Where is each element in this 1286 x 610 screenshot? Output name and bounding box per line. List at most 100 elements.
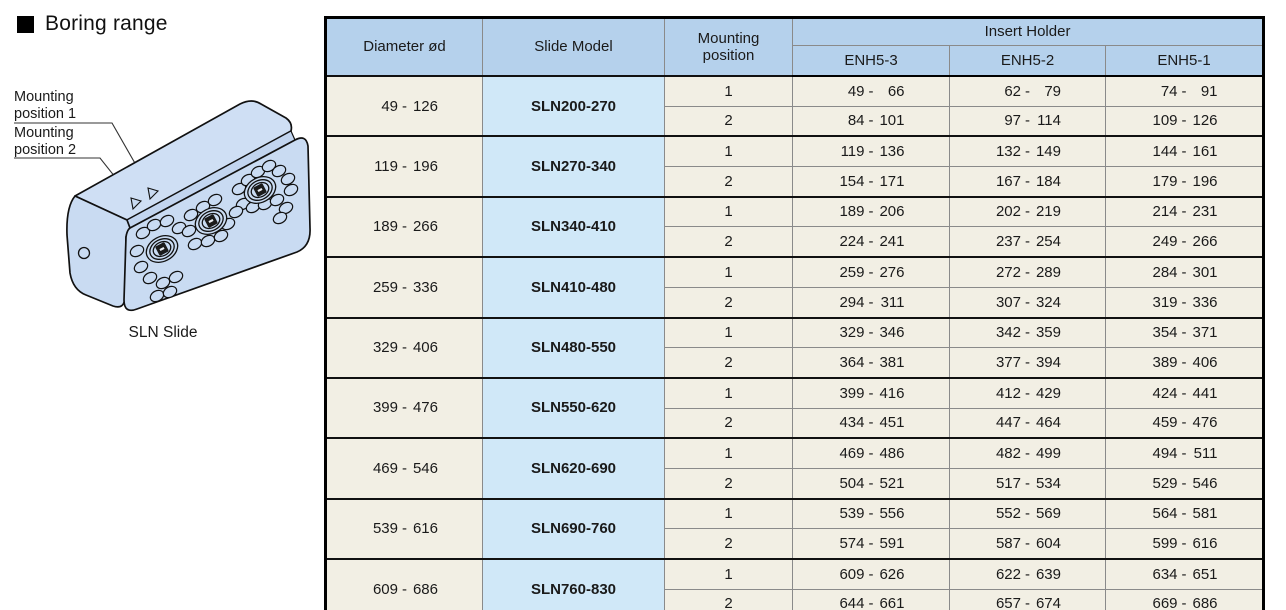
mounting-position-cell: 1 xyxy=(664,437,793,469)
range-end: 206 xyxy=(879,203,905,221)
range-end: 126 xyxy=(412,97,438,115)
range-end: 311 xyxy=(880,293,905,311)
insert-holder-range-cell: 482-499 xyxy=(949,437,1106,469)
range-start: 447 xyxy=(995,414,1021,432)
insert-pocket-icon xyxy=(145,235,179,263)
diameter-range-cell: 539-616 xyxy=(325,497,483,560)
table-row: 469-546 SLN620-690 1 469-486 482-499 494-511 xyxy=(325,437,1265,500)
table-row: 2 434-451 447-464 459-476 xyxy=(326,407,1265,439)
range-dash: - xyxy=(402,218,407,236)
range-dash: - xyxy=(1025,143,1030,161)
range-dash: - xyxy=(1181,444,1187,462)
range-dash: - xyxy=(868,474,874,492)
insert-holder-range-cell: 587-604 xyxy=(949,528,1106,560)
range-dash: - xyxy=(1025,233,1030,251)
range-start: 342 xyxy=(995,324,1021,342)
insert-holder-range-cell: 574-591 xyxy=(792,528,950,560)
insert-holder-range-cell: 272-289 xyxy=(949,256,1106,288)
range-end: 639 xyxy=(1035,565,1061,583)
insert-holder-range-cell: 517-534 xyxy=(949,467,1106,500)
section-title-text: Boring range xyxy=(45,12,168,35)
table-row: 2 154-171 167-184 179-196 xyxy=(326,166,1265,198)
insert-holder-range-cell: 342-359 xyxy=(949,316,1106,349)
range-end: 79 xyxy=(1044,82,1061,100)
table-row: 2 574-591 587-604 599-616 xyxy=(326,528,1265,560)
mounting-position-cell: 2 xyxy=(664,588,793,610)
range-dash: - xyxy=(1025,203,1030,221)
range-end: 674 xyxy=(1035,595,1061,610)
range-end: 161 xyxy=(1192,143,1218,161)
hole-icon xyxy=(261,159,277,173)
range-end: 184 xyxy=(1035,172,1061,190)
slide-model-cell: SLN200-270 xyxy=(482,74,665,137)
mounting-label-1-line1: Mounting xyxy=(14,89,74,105)
range-start: 307 xyxy=(995,293,1021,311)
insert-holder-range-cell: 132-149 xyxy=(949,135,1106,168)
range-end: 626 xyxy=(879,565,905,583)
insert-holder-range-cell: 249-266 xyxy=(1104,226,1265,258)
hole-icon xyxy=(271,164,287,178)
range-start: 644 xyxy=(839,595,865,610)
diameter-range-cell: 49-126 xyxy=(325,74,483,137)
slide-model-cell: SLN550-620 xyxy=(482,376,665,439)
col-header-insert-holder: Insert Holder xyxy=(791,17,1265,46)
table-row: 2 644-661 657-674 669-686 xyxy=(326,588,1265,610)
insert-holder-range-cell: 109-126 xyxy=(1104,105,1265,137)
mounting-position-cell: 1 xyxy=(664,557,793,590)
illustration-caption: SLN Slide xyxy=(129,324,198,341)
insert-holder-range-cell: 224-241 xyxy=(792,226,950,258)
range-dash: - xyxy=(1181,595,1187,610)
diameter-range-cell: 329-406 xyxy=(325,316,483,379)
range-end: 301 xyxy=(1192,263,1218,281)
insert-holder-range-cell: 447-464 xyxy=(949,407,1106,439)
mounting-position-cell: 2 xyxy=(664,226,793,258)
range-end: 336 xyxy=(1192,293,1218,311)
range-start: 469 xyxy=(372,459,398,477)
mounting-position-cell: 2 xyxy=(664,286,793,319)
range-end: 136 xyxy=(879,143,905,161)
range-end: 346 xyxy=(879,324,905,342)
range-start: 249 xyxy=(1152,233,1178,251)
range-start: 109 xyxy=(1152,112,1178,130)
slide-model-cell: SLN340-410 xyxy=(482,195,665,258)
range-end: 406 xyxy=(412,339,438,357)
table-row: 329-406 SLN480-550 1 329-346 342-359 354-371 xyxy=(325,316,1265,379)
slide-model-cell: SLN620-690 xyxy=(482,437,665,500)
range-end: 416 xyxy=(879,384,905,402)
range-dash: - xyxy=(868,203,874,221)
range-start: 74 xyxy=(1160,82,1178,100)
bolt-hole-pattern xyxy=(129,159,299,303)
range-end: 534 xyxy=(1035,474,1061,492)
mounting-position-cell: 1 xyxy=(664,497,793,530)
insert-holder-range-cell: 84-101 xyxy=(792,105,950,137)
diameter-range-cell: 119-196 xyxy=(325,135,483,198)
range-end: 651 xyxy=(1192,565,1218,583)
range-start: 587 xyxy=(995,535,1021,553)
range-start: 49 xyxy=(381,97,398,115)
range-end: 476 xyxy=(412,399,438,417)
range-start: 329 xyxy=(839,324,865,342)
insert-holder-range-cell: 119-136 xyxy=(792,135,950,168)
range-dash: - xyxy=(1025,474,1030,492)
mounting-position-cell: 2 xyxy=(664,105,793,137)
insert-holder-range-cell: 469-486 xyxy=(792,437,950,469)
range-dash: - xyxy=(1181,505,1187,523)
range-dash: - xyxy=(402,278,407,296)
range-end: 254 xyxy=(1035,233,1061,251)
range-end: 266 xyxy=(1192,233,1218,251)
range-start: 224 xyxy=(839,233,865,251)
range-start: 599 xyxy=(1152,535,1178,553)
range-start: 167 xyxy=(995,172,1021,190)
range-start: 214 xyxy=(1152,203,1178,221)
range-dash: - xyxy=(1025,414,1030,432)
col-header-diameter: Diameter ød xyxy=(325,17,483,77)
mounting-position-cell: 2 xyxy=(664,166,793,198)
range-dash: - xyxy=(1025,353,1030,371)
insert-holder-range-cell: 622-639 xyxy=(949,557,1106,590)
mounting-position-cell: 1 xyxy=(664,74,793,107)
range-start: 517 xyxy=(995,474,1021,492)
range-start: 399 xyxy=(372,399,398,417)
range-end: 371 xyxy=(1192,324,1218,342)
hole-icon xyxy=(269,193,285,207)
range-start: 574 xyxy=(839,535,865,553)
